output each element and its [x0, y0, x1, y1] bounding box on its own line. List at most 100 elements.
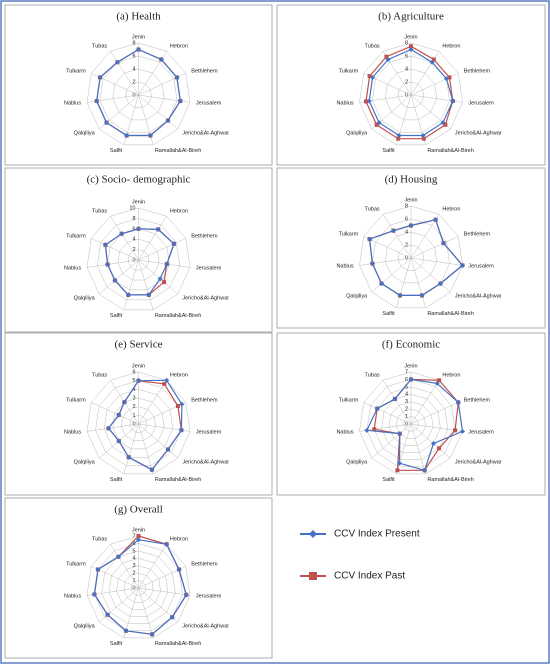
spoke — [138, 587, 191, 596]
grid-ring — [97, 218, 180, 301]
category-label: Tubas — [365, 373, 380, 379]
marker — [367, 74, 372, 79]
category-label: Ramallah&Al-Bireh — [155, 313, 201, 319]
marker — [390, 228, 396, 234]
spoke — [138, 423, 178, 459]
marker — [364, 427, 370, 433]
category-label: Tubas — [92, 537, 107, 543]
category-label: Jenin — [404, 34, 417, 40]
marker — [441, 240, 447, 246]
grid-ring — [99, 55, 178, 133]
grid-ring — [381, 394, 441, 453]
category-label: Salfit — [110, 477, 123, 483]
marker — [392, 396, 398, 402]
spoke — [99, 259, 139, 295]
chart-title: (g) Overall — [114, 504, 163, 516]
category-label: Ramallah&Al-Bireh — [155, 148, 201, 154]
spoke — [396, 257, 412, 308]
marker — [175, 403, 180, 408]
series-line — [96, 48, 181, 137]
category-label: Ramallah&Al-Bireh — [427, 311, 473, 317]
spoke — [123, 423, 139, 474]
grid-ring — [112, 68, 165, 121]
panel: (a) Health02468JeninHebronBethlehemJerus… — [4, 4, 273, 166]
category-label: Ramallah&Al-Bireh — [427, 148, 473, 154]
r-tick-label: 5 — [132, 548, 135, 554]
marker — [420, 133, 426, 139]
category-label: Jenin — [404, 363, 417, 369]
marker — [179, 401, 185, 407]
r-tick-label: 2 — [132, 571, 135, 577]
r-tick-label: 4 — [132, 556, 135, 562]
chart-title: (b) Agriculture — [378, 11, 444, 23]
marker — [95, 566, 101, 572]
marker — [447, 75, 452, 80]
category-label: Salfit — [382, 311, 395, 317]
spoke — [86, 259, 139, 268]
category-label: Jenin — [132, 363, 145, 369]
r-tick-label: 2 — [405, 242, 408, 248]
series-line — [93, 539, 187, 635]
marker — [369, 261, 375, 267]
r-tick-label: 4 — [405, 66, 408, 72]
r-tick-label: 4 — [132, 387, 135, 393]
marker — [397, 431, 403, 437]
category-label: Qalqiliya — [346, 459, 368, 465]
marker — [165, 447, 171, 453]
r-tick-label: 3 — [132, 395, 135, 401]
category-label: Salfit — [110, 148, 123, 154]
marker — [421, 136, 426, 141]
category-label: Tulkarm — [66, 561, 86, 567]
grid-ring — [385, 231, 437, 284]
category-label: Bethlehem — [191, 68, 218, 74]
category-label: Tubas — [92, 373, 107, 379]
marker — [124, 133, 130, 139]
category-label: Jerusalem — [468, 101, 494, 107]
spoke — [359, 257, 412, 266]
r-tick-label: 6 — [405, 53, 408, 59]
panel: (f) Economic01234567JeninHebronBethlehem… — [276, 332, 546, 496]
marker — [149, 467, 155, 473]
grid-ring — [86, 42, 191, 146]
spoke — [363, 402, 412, 425]
spoke — [382, 214, 412, 259]
spoke — [138, 259, 191, 268]
marker — [450, 98, 456, 104]
grid-ring — [123, 572, 154, 603]
spoke — [410, 257, 463, 266]
r-tick-label: 8 — [405, 40, 408, 46]
chart-title: (f) Economic — [382, 339, 440, 351]
grid-ring — [130, 580, 147, 596]
r-tick-label: 3 — [405, 399, 408, 405]
category-label: Tulkarm — [66, 397, 86, 403]
category-label: Qalqiliya — [74, 130, 96, 136]
category-label: Hebron — [442, 207, 460, 213]
r-tick-label: 4 — [132, 237, 135, 243]
r-tick-label: 2 — [405, 407, 408, 413]
category-label: Bethlehem — [464, 397, 491, 403]
spoke — [91, 238, 139, 261]
marker — [91, 591, 97, 597]
category-label: Hebron — [170, 209, 188, 215]
category-label: Jenin — [404, 197, 417, 203]
spoke — [410, 380, 440, 425]
grid-ring — [95, 380, 182, 466]
marker — [370, 74, 376, 80]
panel: (g) Overall01234567JeninHebronBethlehemJ… — [4, 497, 273, 659]
series-line — [365, 45, 454, 140]
spoke — [371, 257, 412, 293]
series-line — [107, 379, 183, 471]
marker — [146, 292, 152, 298]
marker — [429, 59, 435, 65]
r-tick-label: 2 — [132, 247, 135, 253]
category-label: Tulkarm — [339, 231, 359, 237]
legend-label: CCV Index Present — [334, 529, 420, 540]
marker — [396, 136, 401, 141]
spoke — [138, 544, 167, 589]
spoke — [138, 216, 167, 261]
marker — [164, 377, 170, 383]
category-label: Nablus — [64, 266, 81, 272]
spoke — [138, 238, 186, 261]
r-tick-label: 8 — [405, 203, 408, 209]
marker — [433, 217, 439, 223]
